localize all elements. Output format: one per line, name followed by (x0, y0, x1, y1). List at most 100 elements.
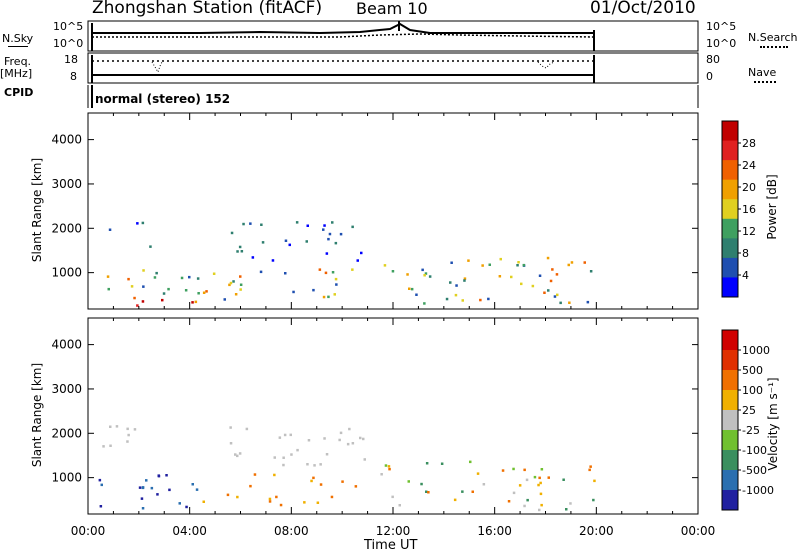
velocity-cell (461, 490, 464, 493)
power-cell (488, 263, 491, 266)
velocity-cell (387, 465, 391, 468)
power-colorbar-tick-label: 24 (742, 159, 756, 172)
velocity-cell (226, 493, 230, 497)
power-colorbar-tick-label: 28 (742, 137, 756, 150)
power-cell (251, 256, 255, 259)
velocity-cell (229, 442, 233, 445)
velocity-cell (512, 491, 516, 495)
power-cell (327, 295, 330, 299)
power-cell (242, 222, 245, 226)
velocity-cell (388, 467, 391, 471)
x-tick-label: 12:00 (376, 524, 411, 538)
power-cell (230, 231, 234, 235)
nave-label: Nave (748, 66, 777, 79)
power-colorbar-swatch (722, 121, 738, 142)
velocity-cell (323, 437, 326, 440)
nsearch-line (92, 33, 595, 38)
power-cell (463, 277, 467, 280)
power-panel-frame (87, 112, 699, 310)
velocity-cell (283, 433, 287, 437)
power-cell (249, 222, 252, 225)
velocity-cell (313, 464, 316, 467)
velocity-cell (253, 473, 257, 476)
power-cell (423, 302, 426, 305)
power-cell (487, 297, 490, 301)
velocity-colorbar-tick-label: -100 (742, 444, 767, 457)
velocity-cell (425, 462, 429, 465)
power-cell (334, 277, 338, 281)
power-colorbar-label: Power [dB] (765, 174, 779, 240)
velocity-cell (100, 483, 103, 487)
power-colorbar-swatch (722, 199, 738, 220)
velocity-cell (540, 503, 543, 507)
power-cell (567, 263, 570, 267)
velocity-cell (588, 468, 591, 472)
power-cell (323, 224, 326, 227)
x-tick-label: 08:00 (274, 524, 309, 538)
velocity-cell (312, 476, 315, 480)
freq-tick-bottom: 8 (70, 70, 77, 83)
velocity-colorbar-tick-label: 100 (742, 384, 763, 397)
freq-label: Freq. (4, 55, 32, 68)
power-cell (322, 228, 325, 231)
power-cell (239, 275, 242, 278)
power-cell (312, 288, 315, 292)
power-cell (356, 259, 359, 262)
velocity-cell (109, 444, 112, 447)
velocity-cell (351, 442, 355, 445)
velocity-cell (482, 483, 486, 486)
power-cell (410, 287, 414, 291)
nave-dip-2 (537, 61, 555, 69)
velocity-cell (191, 483, 194, 486)
velocity-cell (471, 490, 474, 493)
power-cell (238, 245, 242, 249)
power-cell (406, 273, 409, 276)
velocity-colorbar-swatch (722, 490, 738, 511)
velocity-cell (282, 456, 285, 459)
velocity-cell (589, 465, 592, 468)
power-cell (325, 252, 329, 255)
power-cell (259, 270, 263, 274)
velocity-cell (319, 483, 323, 486)
velocity-cell (547, 476, 550, 479)
power-cell (421, 268, 424, 272)
power-cell (333, 293, 336, 296)
power-cell (295, 221, 299, 224)
velocity-cell (126, 440, 129, 443)
y-tick-label: 1000 (51, 471, 82, 485)
velocity-cell (307, 439, 311, 442)
velocity-cell (518, 484, 522, 487)
xlabel: Time UT (364, 538, 418, 553)
velocity-cell (168, 488, 171, 492)
power-colorbar-swatch (722, 140, 738, 161)
power-cell (318, 268, 322, 271)
power-cell (240, 250, 244, 253)
nsky-tick-bottom: 10^0 (53, 37, 84, 50)
velocity-cell (592, 498, 595, 502)
power-cell (423, 274, 426, 277)
velocity-cell (540, 468, 544, 471)
velocity-cell (156, 493, 159, 496)
power-cell (141, 221, 145, 225)
power-cell (583, 261, 586, 264)
cpid-label: CPID (4, 86, 34, 99)
power-cell (586, 300, 590, 304)
power-cell (461, 299, 464, 302)
power-cell (223, 298, 226, 301)
nsky-strip-frame (87, 20, 699, 52)
power-cell (212, 272, 216, 275)
power-cell (547, 289, 550, 292)
power-cell (322, 295, 326, 299)
velocity-cell (133, 428, 137, 431)
velocity-cell (398, 504, 401, 507)
velocity-cell (533, 475, 537, 479)
velocity-cell (268, 497, 272, 501)
velocity-cell (525, 478, 529, 482)
power-cell (228, 283, 231, 287)
velocity-cell (330, 495, 334, 499)
power-cell (202, 291, 206, 294)
velocity-cell (99, 505, 103, 508)
velocity-cell (282, 463, 285, 467)
nave-legend-line (754, 81, 776, 83)
velocity-cell (391, 495, 394, 499)
